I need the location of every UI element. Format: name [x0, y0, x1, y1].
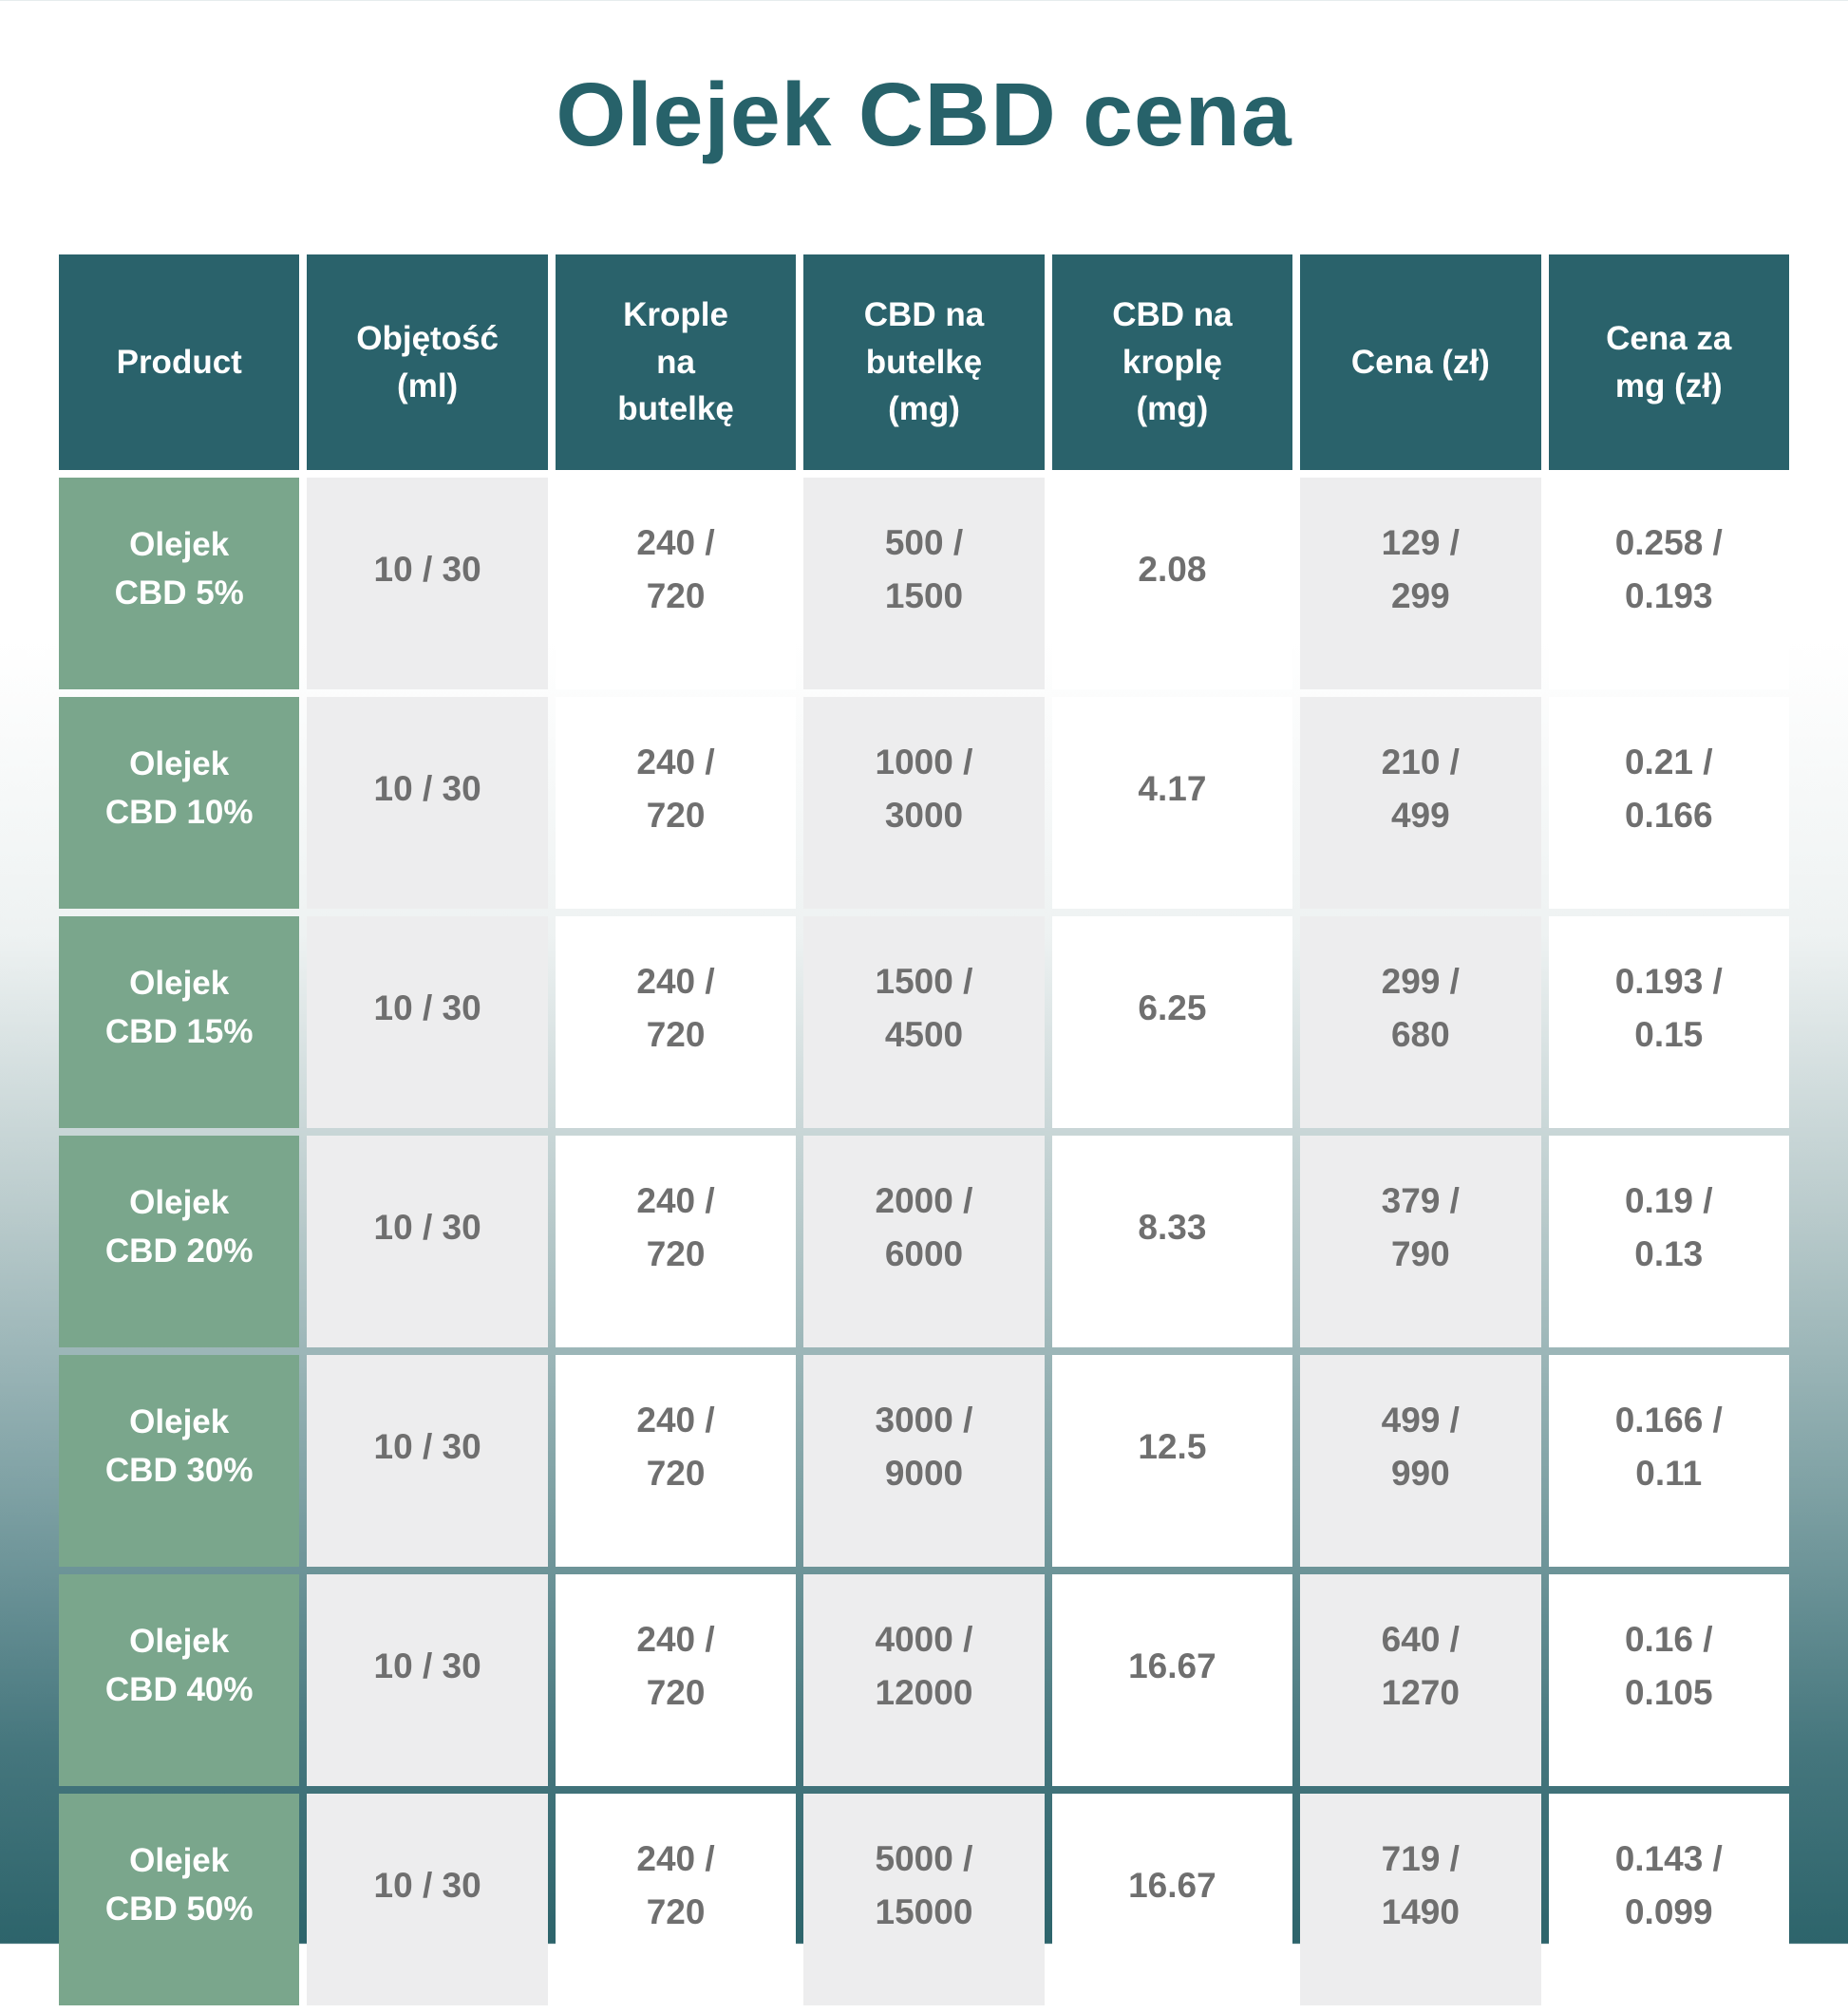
header-cell-price: Cena (zł) — [1300, 254, 1541, 470]
product-cell: Olejek CBD 40% — [59, 1574, 300, 1786]
table-row-cbd-30: Olejek CBD 30% 10 / 30 240 / 720 3000 / … — [59, 1355, 1789, 1567]
value-cell: 1500 / 4500 — [803, 916, 1045, 1128]
value-cell: 1000 / 3000 — [803, 697, 1045, 909]
table-row-cbd-15: Olejek CBD 15% 10 / 30 240 / 720 1500 / … — [59, 916, 1789, 1128]
value-cell: 4000 / 12000 — [803, 1574, 1045, 1786]
header-cell-volume: Objętość (ml) — [307, 254, 548, 470]
table-row-cbd-50: Olejek CBD 50% 10 / 30 240 / 720 5000 / … — [59, 1794, 1789, 2005]
value-cell: 10 / 30 — [307, 1355, 548, 1567]
value-cell: 299 / 680 — [1300, 916, 1541, 1128]
header-cell-cbd-per-bottle: CBD na butelkę (mg) — [803, 254, 1045, 470]
header-row: Product Objętość (ml) Krople na butelkę … — [59, 254, 1789, 470]
table-row-cbd-40: Olejek CBD 40% 10 / 30 240 / 720 4000 / … — [59, 1574, 1789, 1786]
value-cell: 3000 / 9000 — [803, 1355, 1045, 1567]
value-cell: 10 / 30 — [307, 478, 548, 689]
header-cell-price-per-mg: Cena za mg (zł) — [1548, 254, 1789, 470]
value-cell: 10 / 30 — [307, 1574, 548, 1786]
header-cell-drops-per-bottle: Krople na butelkę — [555, 254, 797, 470]
value-cell: 240 / 720 — [555, 1794, 797, 2005]
value-cell: 16.67 — [1051, 1574, 1293, 1786]
value-cell: 2000 / 6000 — [803, 1136, 1045, 1347]
value-cell: 240 / 720 — [555, 1574, 797, 1786]
product-cell: Olejek CBD 30% — [59, 1355, 300, 1567]
cbd-price-table: Product Objętość (ml) Krople na butelkę … — [51, 247, 1797, 2013]
value-cell: 5000 / 15000 — [803, 1794, 1045, 2005]
value-cell: 379 / 790 — [1300, 1136, 1541, 1347]
product-cell: Olejek CBD 20% — [59, 1136, 300, 1347]
value-cell: 10 / 30 — [307, 916, 548, 1128]
value-cell: 240 / 720 — [555, 1355, 797, 1567]
value-cell: 0.166 / 0.11 — [1548, 1355, 1789, 1567]
value-cell: 2.08 — [1051, 478, 1293, 689]
value-cell: 719 / 1490 — [1300, 1794, 1541, 2005]
value-cell: 129 / 299 — [1300, 478, 1541, 689]
value-cell: 500 / 1500 — [803, 478, 1045, 689]
value-cell: 12.5 — [1051, 1355, 1293, 1567]
value-cell: 0.143 / 0.099 — [1548, 1794, 1789, 2005]
value-cell: 4.17 — [1051, 697, 1293, 909]
table-row-cbd-10: Olejek CBD 10% 10 / 30 240 / 720 1000 / … — [59, 697, 1789, 909]
value-cell: 0.19 / 0.13 — [1548, 1136, 1789, 1347]
header-cell-product: Product — [59, 254, 300, 470]
product-cell: Olejek CBD 50% — [59, 1794, 300, 2005]
value-cell: 0.21 / 0.166 — [1548, 697, 1789, 909]
value-cell: 0.258 / 0.193 — [1548, 478, 1789, 689]
product-cell: Olejek CBD 15% — [59, 916, 300, 1128]
header-cell-cbd-per-drop: CBD na kroplę (mg) — [1051, 254, 1293, 470]
table-row-cbd-5: Olejek CBD 5% 10 / 30 240 / 720 500 / 15… — [59, 478, 1789, 689]
value-cell: 0.193 / 0.15 — [1548, 916, 1789, 1128]
page-title: Olejek CBD cena — [556, 65, 1292, 165]
product-cell: Olejek CBD 10% — [59, 697, 300, 909]
value-cell: 16.67 — [1051, 1794, 1293, 2005]
value-cell: 210 / 499 — [1300, 697, 1541, 909]
value-cell: 0.16 / 0.105 — [1548, 1574, 1789, 1786]
value-cell: 6.25 — [1051, 916, 1293, 1128]
table-row-cbd-20: Olejek CBD 20% 10 / 30 240 / 720 2000 / … — [59, 1136, 1789, 1347]
value-cell: 640 / 1270 — [1300, 1574, 1541, 1786]
value-cell: 10 / 30 — [307, 1794, 548, 2005]
value-cell: 10 / 30 — [307, 697, 548, 909]
value-cell: 8.33 — [1051, 1136, 1293, 1347]
value-cell: 499 / 990 — [1300, 1355, 1541, 1567]
value-cell: 240 / 720 — [555, 697, 797, 909]
value-cell: 10 / 30 — [307, 1136, 548, 1347]
value-cell: 240 / 720 — [555, 478, 797, 689]
value-cell: 240 / 720 — [555, 1136, 797, 1347]
product-cell: Olejek CBD 5% — [59, 478, 300, 689]
value-cell: 240 / 720 — [555, 916, 797, 1128]
